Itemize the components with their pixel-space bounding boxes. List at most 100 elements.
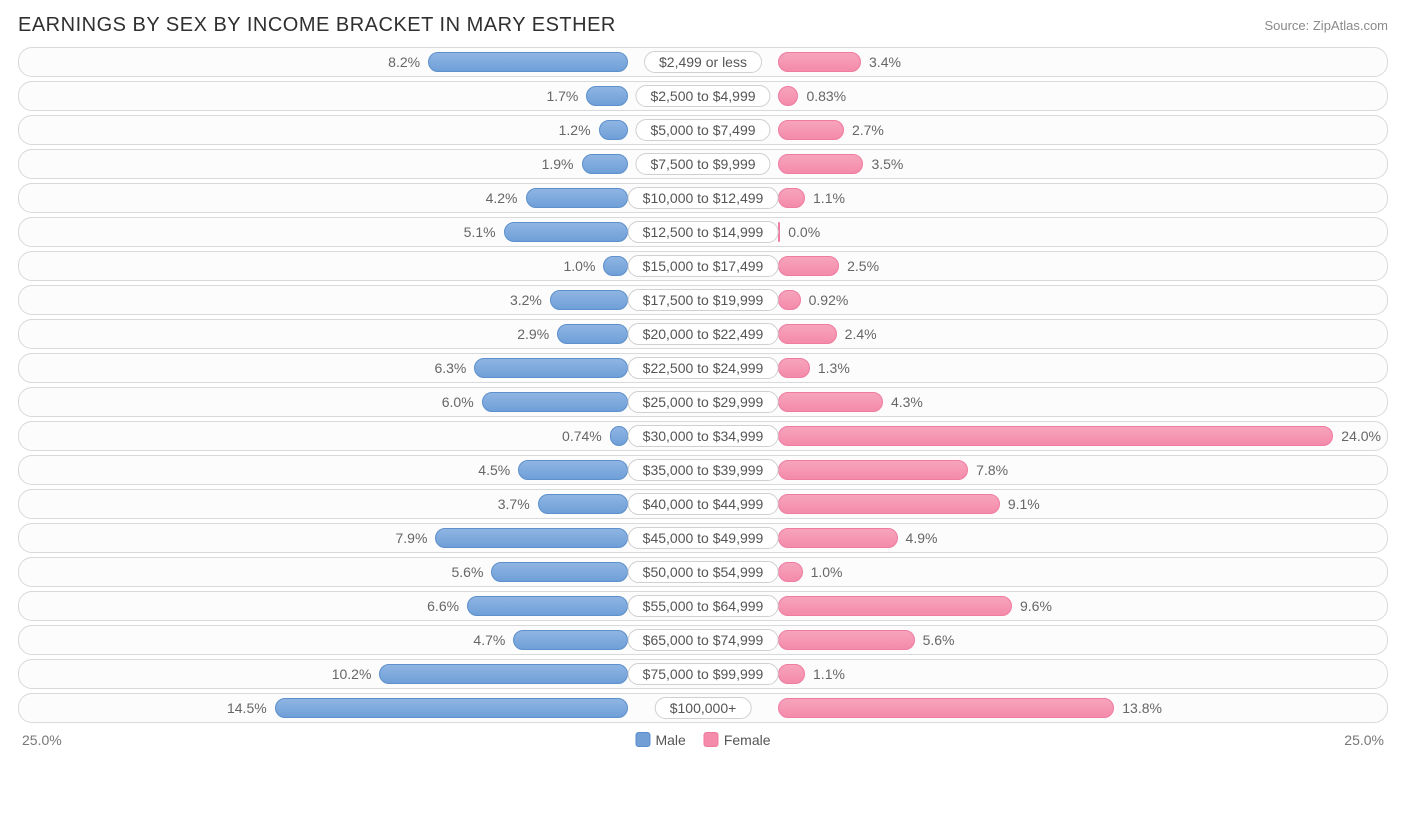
female-half: 0.0% [703, 218, 1387, 246]
female-value: 0.83% [800, 88, 852, 104]
female-bar [778, 392, 883, 412]
chart-row: 4.7% 5.6% $65,000 to $74,999 [18, 625, 1388, 655]
female-half: 9.6% [703, 592, 1387, 620]
male-half: 5.6% [19, 558, 703, 586]
male-half: 6.6% [19, 592, 703, 620]
chart-header: EARNINGS BY SEX BY INCOME BRACKET IN MAR… [18, 14, 1388, 37]
chart-row: 10.2%1.1%$75,000 to $99,999 [18, 659, 1388, 689]
male-half: 1.9% [19, 150, 703, 178]
female-value: 9.1% [1002, 496, 1046, 512]
male-bar [428, 52, 628, 72]
bracket-label: $55,000 to $64,999 [628, 595, 779, 617]
female-bar [778, 120, 844, 140]
male-half: 4.5% [19, 456, 703, 484]
male-bar [379, 664, 627, 684]
chart-row: 3.2%0.92%$17,500 to $19,999 [18, 285, 1388, 315]
female-half: 2.7% [703, 116, 1387, 144]
male-bar [586, 86, 627, 106]
female-bar [778, 494, 1000, 514]
bracket-label: $12,500 to $14,999 [628, 221, 779, 243]
female-value: 3.5% [865, 156, 909, 172]
female-half: 9.1% [703, 490, 1387, 518]
legend-female-label: Female [724, 732, 771, 748]
male-half: 4.7% [19, 626, 703, 654]
female-half: 1.1% [703, 184, 1387, 212]
female-half: 3.4% [703, 48, 1387, 76]
male-half: 5.1% [19, 218, 703, 246]
female-value: 2.4% [839, 326, 883, 342]
female-bar [778, 698, 1114, 718]
female-half: 2.4% [703, 320, 1387, 348]
chart-row: 1.7%0.83%$2,500 to $4,999 [18, 81, 1388, 111]
chart-row: 5.6%1.0%$50,000 to $54,999 [18, 557, 1388, 587]
chart-row: 6.6% 9.6% $55,000 to $64,999 [18, 591, 1388, 621]
male-bar [518, 460, 628, 480]
male-value: 8.2% [382, 54, 426, 70]
axis-max-right: 25.0% [1344, 732, 1384, 748]
female-bar [778, 562, 802, 582]
chart-row: 14.5%13.8%$100,000+ [18, 693, 1388, 723]
female-bar [778, 460, 968, 480]
female-value: 7.8% [970, 462, 1014, 478]
bracket-label: $35,000 to $39,999 [628, 459, 779, 481]
female-value: 2.7% [846, 122, 890, 138]
male-value: 6.0% [436, 394, 480, 410]
male-bar [474, 358, 627, 378]
female-half: 5.6% [703, 626, 1387, 654]
male-value: 2.9% [511, 326, 555, 342]
female-value: 1.1% [807, 666, 851, 682]
female-value: 0.92% [803, 292, 855, 308]
male-value: 7.9% [389, 530, 433, 546]
male-bar [550, 290, 628, 310]
chart-row: 1.0% 2.5%$15,000 to $17,499 [18, 251, 1388, 281]
chart-row: 6.3%1.3%$22,500 to $24,999 [18, 353, 1388, 383]
female-bar [778, 188, 805, 208]
chart-row: 4.5% 7.8% $35,000 to $39,999 [18, 455, 1388, 485]
bracket-label: $50,000 to $54,999 [628, 561, 779, 583]
female-bar [778, 426, 1333, 446]
male-value: 1.0% [558, 258, 602, 274]
chart-row: 0.74%24.0%$30,000 to $34,999 [18, 421, 1388, 451]
legend-female: Female [704, 732, 771, 748]
female-half: 0.83% [703, 82, 1387, 110]
female-bar [778, 222, 780, 242]
diverging-bar-chart: 8.2%3.4%$2,499 or less1.7%0.83%$2,500 to… [18, 47, 1388, 723]
female-bar [778, 596, 1012, 616]
female-half: 13.8% [703, 694, 1387, 722]
bracket-label: $5,000 to $7,499 [635, 119, 770, 141]
bracket-label: $25,000 to $29,999 [628, 391, 779, 413]
female-bar [778, 630, 914, 650]
female-half: 1.3% [703, 354, 1387, 382]
female-bar [778, 324, 836, 344]
male-bar [603, 256, 627, 276]
bracket-label: $65,000 to $74,999 [628, 629, 779, 651]
male-value: 6.3% [428, 360, 472, 376]
male-bar [467, 596, 628, 616]
bracket-label: $15,000 to $17,499 [628, 255, 779, 277]
female-half: 4.3% [703, 388, 1387, 416]
bracket-label: $45,000 to $49,999 [628, 527, 779, 549]
male-half: 14.5% [19, 694, 703, 722]
female-value: 3.4% [863, 54, 907, 70]
male-half: 10.2% [19, 660, 703, 688]
female-value: 5.6% [917, 632, 961, 648]
female-bar [778, 52, 861, 72]
female-half: 2.5% [703, 252, 1387, 280]
female-bar [778, 528, 897, 548]
male-bar [557, 324, 628, 344]
male-bar [538, 494, 628, 514]
axis-max-left: 25.0% [22, 732, 62, 748]
male-value: 4.5% [472, 462, 516, 478]
female-half: 1.1% [703, 660, 1387, 688]
male-value: 1.9% [536, 156, 580, 172]
male-value: 3.7% [492, 496, 536, 512]
chart-source: Source: ZipAtlas.com [1264, 18, 1388, 33]
male-bar [582, 154, 628, 174]
female-value: 9.6% [1014, 598, 1058, 614]
legend: Male Female [635, 732, 770, 748]
male-bar [526, 188, 628, 208]
male-value: 4.2% [480, 190, 524, 206]
female-value: 13.8% [1116, 700, 1168, 716]
male-bar [610, 426, 628, 446]
male-swatch-icon [635, 732, 650, 747]
